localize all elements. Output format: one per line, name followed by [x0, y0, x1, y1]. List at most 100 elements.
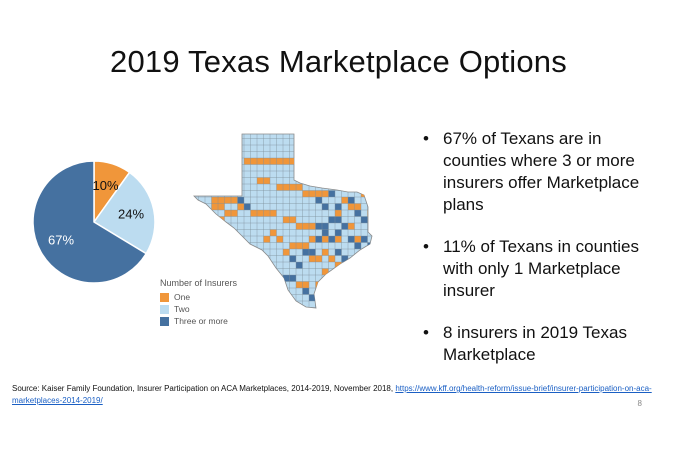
county-one-insurer	[289, 242, 296, 249]
county-one-insurer	[348, 223, 355, 230]
county-one-insurer	[250, 158, 257, 165]
county-one-insurer	[263, 177, 270, 184]
county-three-plus-insurers	[296, 262, 303, 269]
county-three-plus-insurers	[354, 255, 361, 262]
county-one-insurer	[205, 216, 212, 223]
legend-item-three-plus: Three or more	[160, 315, 237, 327]
county-one-insurer	[283, 216, 290, 223]
pie-label-one: 10%	[93, 178, 119, 193]
county-one-insurer	[309, 236, 316, 243]
county-three-plus-insurers	[328, 216, 335, 223]
county-one-insurer	[335, 236, 342, 243]
county-three-plus-insurers	[289, 275, 296, 282]
map-legend: Number of Insurers One Two Three or more	[160, 278, 237, 327]
bullet-text: 67% of Texans are in counties where 3 or…	[443, 129, 640, 214]
county-one-insurer	[283, 158, 290, 165]
county-one-insurer	[322, 236, 329, 243]
county-three-plus-insurers	[348, 236, 355, 243]
county-one-insurer	[302, 223, 309, 230]
county-three-plus-insurers	[302, 249, 309, 256]
pie-slice-three-plus	[32, 160, 148, 284]
bullet-list: • 67% of Texans are in counties where 3 …	[423, 128, 668, 386]
county-three-plus-insurers	[335, 216, 342, 223]
county-one-insurer	[361, 249, 368, 256]
slide-title: 2019 Texas Marketplace Options	[110, 44, 567, 79]
county-one-insurer	[341, 164, 348, 171]
county-three-plus-insurers	[335, 249, 342, 256]
county-one-insurer	[211, 203, 218, 210]
county-three-plus-insurers	[361, 236, 368, 243]
source-link[interactable]: https://www.kff.org/health-reform/issue-…	[12, 384, 652, 405]
county-one-insurer	[270, 158, 277, 165]
source-citation: Source: Kaiser Family Foundation, Insure…	[12, 383, 652, 407]
bullet-item: • 11% of Texans in counties with only 1 …	[423, 236, 668, 302]
county-three-plus-insurers	[354, 210, 361, 217]
county-three-plus-insurers	[348, 197, 355, 204]
county-three-plus-insurers	[328, 190, 335, 197]
county-three-plus-insurers	[361, 262, 368, 269]
county-three-plus-insurers	[341, 223, 348, 230]
county-one-insurer	[302, 190, 309, 197]
county-three-plus-insurers	[348, 262, 355, 269]
legend-label-three-plus: Three or more	[174, 316, 228, 326]
county-one-insurer	[322, 268, 329, 275]
county-one-insurer	[341, 197, 348, 204]
county-one-insurer	[335, 164, 342, 171]
bullet-marker: •	[423, 129, 429, 148]
county-one-insurer	[296, 184, 303, 191]
county-one-insurer	[315, 255, 322, 262]
county-one-insurer	[322, 190, 329, 197]
county-one-insurer	[263, 210, 270, 217]
county-one-insurer	[218, 223, 225, 230]
county-one-insurer	[335, 210, 342, 217]
county-one-insurer	[231, 210, 238, 217]
county-one-insurer	[367, 177, 372, 184]
county-one-insurer	[211, 216, 218, 223]
county-one-insurer	[322, 164, 329, 171]
county-one-insurer	[309, 255, 316, 262]
county-one-insurer	[296, 223, 303, 230]
county-one-insurer	[224, 197, 231, 204]
county-three-plus-insurers	[283, 275, 290, 282]
county-one-insurer	[335, 262, 342, 269]
county-three-plus-insurers	[335, 229, 342, 236]
legend-label-one: One	[174, 292, 191, 302]
county-one-insurer	[374, 223, 381, 230]
county-three-plus-insurers	[322, 203, 329, 210]
county-three-plus-insurers	[315, 223, 322, 230]
county-three-plus-insurers	[315, 197, 322, 204]
county-one-insurer	[257, 158, 264, 165]
pie-label-three-plus: 67%	[48, 233, 74, 248]
county-one-insurer	[224, 210, 231, 217]
county-one-insurer	[309, 190, 316, 197]
county-one-insurer	[354, 236, 361, 243]
county-one-insurer	[309, 164, 316, 171]
county-one-insurer	[328, 255, 335, 262]
county-one-insurer	[289, 184, 296, 191]
county-one-insurer	[328, 164, 335, 171]
county-one-insurer	[257, 210, 264, 217]
county-one-insurer	[302, 242, 309, 249]
county-three-plus-insurers	[367, 242, 372, 249]
pie-slice-two	[92, 171, 156, 255]
legend-item-one: One	[160, 291, 237, 303]
county-one-insurer	[315, 164, 322, 171]
county-three-plus-insurers	[341, 268, 348, 275]
county-one-insurer	[322, 249, 329, 256]
county-one-insurer	[257, 177, 264, 184]
county-one-insurer	[381, 230, 388, 237]
county-one-insurer	[218, 203, 225, 210]
county-one-insurer	[250, 210, 257, 217]
bullet-marker: •	[423, 323, 429, 342]
county-one-insurer	[218, 197, 225, 204]
county-three-plus-insurers	[309, 249, 316, 256]
bullet-marker: •	[423, 237, 429, 256]
county-three-plus-insurers	[335, 203, 342, 210]
county-one-insurer	[270, 229, 277, 236]
legend-swatch-one	[160, 292, 169, 302]
county-one-insurer	[218, 216, 225, 223]
county-one-insurer	[276, 184, 283, 191]
county-one-insurer	[309, 223, 316, 230]
county-three-plus-insurers	[354, 242, 361, 249]
legend-item-two: Two	[160, 303, 237, 315]
